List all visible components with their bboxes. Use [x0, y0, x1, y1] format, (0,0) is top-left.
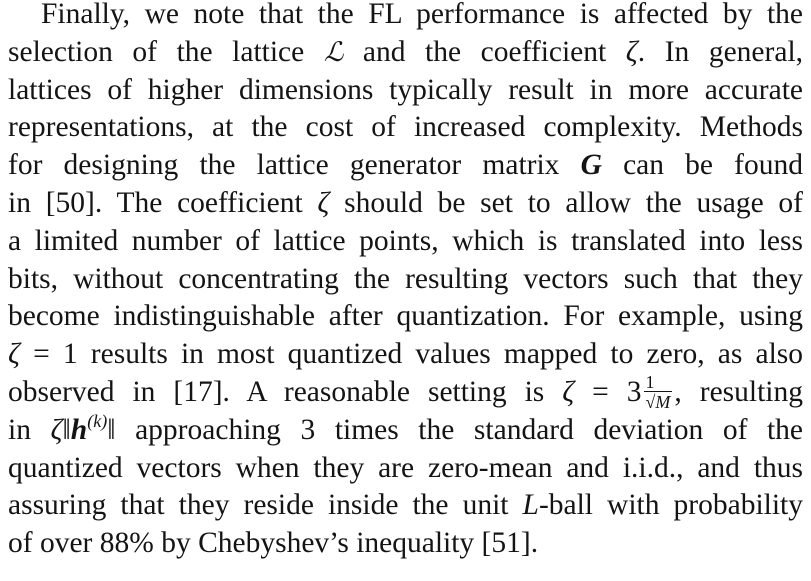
norm-open: ‖ — [62, 413, 71, 446]
fraction-denominator: √M — [645, 392, 671, 413]
equation-segment: = 1 — [19, 338, 78, 371]
lattice-symbol: ℒ — [323, 36, 344, 68]
text-segment: . In general, — [637, 35, 804, 68]
vector-h-symbol: h — [70, 413, 88, 446]
text-line-3: lattices of higher dimensions typically … — [8, 73, 803, 106]
text-line-1: Finally, we note that the FL performance… — [41, 0, 803, 30]
text-segment: approaching 3 times the standard deviati… — [135, 413, 804, 446]
body-paragraph: Finally, we note that the FL performance… — [8, 0, 803, 563]
text-segment: results in most quantized values mapped … — [90, 338, 804, 371]
zeta-symbol: ζ — [8, 338, 20, 371]
text-segment: for designing the lattice generator matr… — [8, 149, 560, 182]
text-line-7: a limited number of lattice points, whic… — [8, 224, 803, 257]
text-segment: selection of the lattice — [8, 35, 305, 68]
text-segment: , resulting — [674, 375, 803, 408]
fraction: 1 √M — [643, 373, 673, 413]
zeta-symbol: ζ — [625, 35, 638, 68]
text-segment: and the coefficient — [362, 35, 607, 68]
text-line-14: assuring that they reside inside the uni… — [8, 487, 803, 525]
text-segment: in [50]. The coefficient — [8, 186, 303, 219]
text-segment: -ball with probability — [538, 489, 803, 522]
L-symbol: L — [522, 489, 539, 522]
text-line-15: of over 88% by Chebyshev’s inequality [5… — [8, 527, 539, 560]
norm-close: ‖ — [107, 413, 116, 446]
text-line-6: in [50]. The coefficient ζ should be set… — [8, 185, 803, 223]
text-segment: can be found — [623, 149, 804, 182]
text-line-8: bits, without concentrating the resultin… — [8, 262, 803, 295]
fraction-numerator: 1 — [643, 373, 673, 393]
text-segment: assuring that they reside inside the uni… — [8, 489, 509, 522]
zeta-symbol: ζ — [317, 186, 330, 219]
equation-segment: = 3 — [574, 375, 642, 408]
text-line-10: ζ = 1 results in most quantized values m… — [8, 336, 803, 374]
text-line-11: observed in [17]. A reasonable setting i… — [8, 373, 803, 413]
matrix-G-symbol: G — [580, 149, 602, 182]
text-line-5: for designing the lattice generator matr… — [8, 147, 803, 185]
text-segment: should be set to allow the usage of — [344, 186, 804, 219]
zeta-symbol: ζ — [562, 375, 575, 408]
text-line-4: representations, at the cost of increase… — [8, 111, 803, 144]
zeta-symbol: ζ — [50, 413, 63, 446]
text-line-13: quantized vectors when they are zero-mea… — [8, 451, 803, 484]
text-line-9: become indistinguishable after quantizat… — [8, 300, 803, 333]
superscript-k: (k) — [87, 410, 108, 431]
text-segment: observed in [17]. A reasonable setting i… — [8, 375, 545, 408]
text-line-12: in ζ‖h(k)‖ approaching 3 times the stand… — [8, 410, 804, 450]
text-segment: in — [8, 413, 31, 446]
text-line-2: selection of the lattice ℒ and the coeff… — [8, 34, 803, 72]
